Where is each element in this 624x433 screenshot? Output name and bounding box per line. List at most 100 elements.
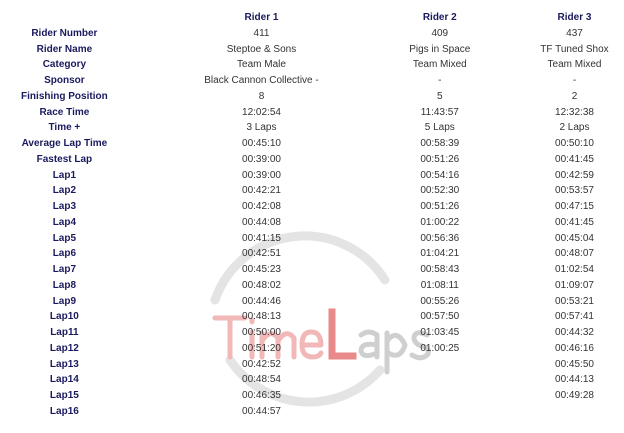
- rider-1-value: 00:48:54: [242, 374, 281, 386]
- rider-3-value: 00:44:32: [555, 327, 594, 338]
- rider-3-value: 12:32:38: [555, 106, 594, 118]
- spacer: [485, 26, 525, 42]
- row-label: Race Time: [39, 106, 90, 118]
- spacer: [485, 120, 525, 136]
- table-row: Lap3 00:42:08 00:51:26 00:47:15: [0, 199, 624, 215]
- rider-1-value: 00:41:15: [242, 232, 281, 244]
- row-label: Lap12: [49, 342, 79, 354]
- spacer: [485, 388, 525, 404]
- rider-1-value: 00:45:10: [242, 138, 281, 149]
- table-row: Fastest Lap 00:39:00 00:51:26 00:41:45: [0, 152, 624, 168]
- rider-3-value: 00:45:04: [555, 232, 594, 244]
- rider-1-value: 00:42:51: [242, 248, 281, 260]
- rider-1-value: 8: [258, 90, 265, 102]
- spacer: [485, 168, 525, 184]
- rider-2-value: 11:43:57: [420, 106, 459, 118]
- rider-3-value: 00:46:16: [555, 342, 594, 354]
- spacer: [485, 404, 525, 420]
- row-label: Lap7: [52, 264, 77, 275]
- spacer: [485, 246, 525, 262]
- spacer: [485, 10, 525, 26]
- spacer: [485, 231, 525, 247]
- row-label: Lap5: [52, 232, 77, 244]
- row-label: Lap14: [49, 374, 79, 386]
- row-label: Lap10: [49, 311, 79, 323]
- spacer: [485, 152, 525, 168]
- rider-3-value: 00:57:41: [555, 311, 594, 323]
- rider-2-value: -: [438, 75, 442, 86]
- row-label: Lap2: [52, 185, 77, 197]
- header-rider-2: Rider 2: [422, 12, 457, 23]
- row-label: Lap15: [49, 390, 79, 401]
- rider-3-value: 00:48:07: [555, 248, 594, 260]
- rider-1-value: 00:48:13: [242, 311, 281, 323]
- table-row: Lap7 00:45:23 00:58:43 01:02:54: [0, 262, 624, 278]
- rider-3-value: 00:53:21: [555, 295, 594, 307]
- rider-3-value: 01:09:07: [555, 279, 594, 291]
- row-label: Lap9: [52, 295, 77, 307]
- rider-3-value: 00:47:15: [555, 201, 594, 212]
- rider-3-value: 00:41:45: [555, 153, 594, 165]
- table-row: Lap5 00:41:15 00:56:36 00:45:04: [0, 231, 624, 247]
- row-label: Finishing Position: [21, 90, 108, 102]
- rider-3-value: 00:42:59: [555, 169, 594, 181]
- table-row: Lap10 00:48:13 00:57:50 00:57:41: [0, 309, 624, 325]
- row-label: Lap6: [52, 248, 77, 260]
- rider-1-value: 00:42:21: [242, 185, 281, 197]
- rider-2-value: 01:03:45: [420, 327, 460, 338]
- table-row: Rider Number 411 409 437: [0, 26, 624, 42]
- spacer: [485, 309, 525, 325]
- rider-1-value: 00:50:00: [242, 327, 281, 338]
- table-row: Time + 3 Laps 5 Laps 2 Laps: [0, 120, 624, 136]
- rider-2-value: [394, 388, 485, 404]
- rider-1-value: Steptoe & Sons: [226, 43, 297, 55]
- rider-1-value: 00:39:00: [242, 153, 281, 165]
- rider-1-value: 00:46:35: [242, 390, 281, 401]
- rider-1-value: 00:45:23: [242, 264, 281, 275]
- rider-2-value: 00:52:30: [420, 185, 460, 197]
- rider-1-value: 00:42:52: [242, 358, 281, 370]
- rider-3-value: 2: [571, 90, 578, 102]
- rider-2-value: 00:57:50: [420, 311, 460, 323]
- table-row: Sponsor Black Cannon Collective - - -: [0, 73, 624, 89]
- row-label: Lap11: [50, 327, 79, 338]
- table-row: Category Team Male Team Mixed Team Mixed: [0, 57, 624, 73]
- spacer: [485, 215, 525, 231]
- spacer: [485, 199, 525, 215]
- rider-1-value: Black Cannon Collective -: [204, 75, 319, 86]
- rider-1-value: 3 Laps: [246, 122, 277, 134]
- table-row: Race Time 12:02:54 11:43:57 12:32:38: [0, 105, 624, 121]
- rider-1-value: 411: [253, 27, 270, 39]
- spacer: [485, 89, 525, 105]
- rider-3-value: -: [572, 75, 577, 86]
- rider-3-value: 00:49:28: [555, 390, 594, 401]
- spacer: [485, 42, 525, 58]
- rider-2-value: 00:55:26: [420, 295, 460, 307]
- rider-2-value: 00:58:39: [420, 138, 460, 149]
- table-row: Lap14 00:48:54 00:44:13: [0, 372, 624, 388]
- rider-1-value: 00:51:20: [242, 342, 281, 354]
- rider-2-value: 00:51:26: [420, 153, 460, 165]
- table-row: Lap16 00:44:57: [0, 404, 624, 420]
- rider-1-value: 00:44:46: [242, 295, 281, 307]
- table-row: Lap11 00:50:00 01:03:45 00:44:32: [0, 325, 624, 341]
- row-label: Sponsor: [44, 75, 85, 86]
- row-label: Lap13: [49, 358, 79, 370]
- spacer: [485, 341, 525, 357]
- row-label: Category: [42, 59, 87, 71]
- table-row: Finishing Position 8 5 2: [0, 89, 624, 105]
- rider-2-value: 01:08:11: [420, 279, 459, 291]
- row-label: Lap3: [52, 201, 77, 212]
- table-row: Lap6 00:42:51 01:04:21 00:48:07: [0, 246, 624, 262]
- spacer: [485, 57, 525, 73]
- row-label: Lap16: [49, 405, 79, 417]
- spacer: [485, 357, 525, 373]
- table-row: Lap4 00:44:08 01:00:22 00:41:45: [0, 215, 624, 231]
- table-row: Lap9 00:44:46 00:55:26 00:53:21: [0, 294, 624, 310]
- spacer: [485, 325, 525, 341]
- row-label: Rider Name: [36, 43, 93, 55]
- rider-1-value: 00:44:08: [242, 216, 281, 228]
- header-rider-1: Rider 1: [244, 12, 279, 23]
- rider-3-value: 00:45:50: [555, 358, 594, 370]
- table-row: Average Lap Time 00:45:10 00:58:39 00:50:10: [0, 136, 624, 152]
